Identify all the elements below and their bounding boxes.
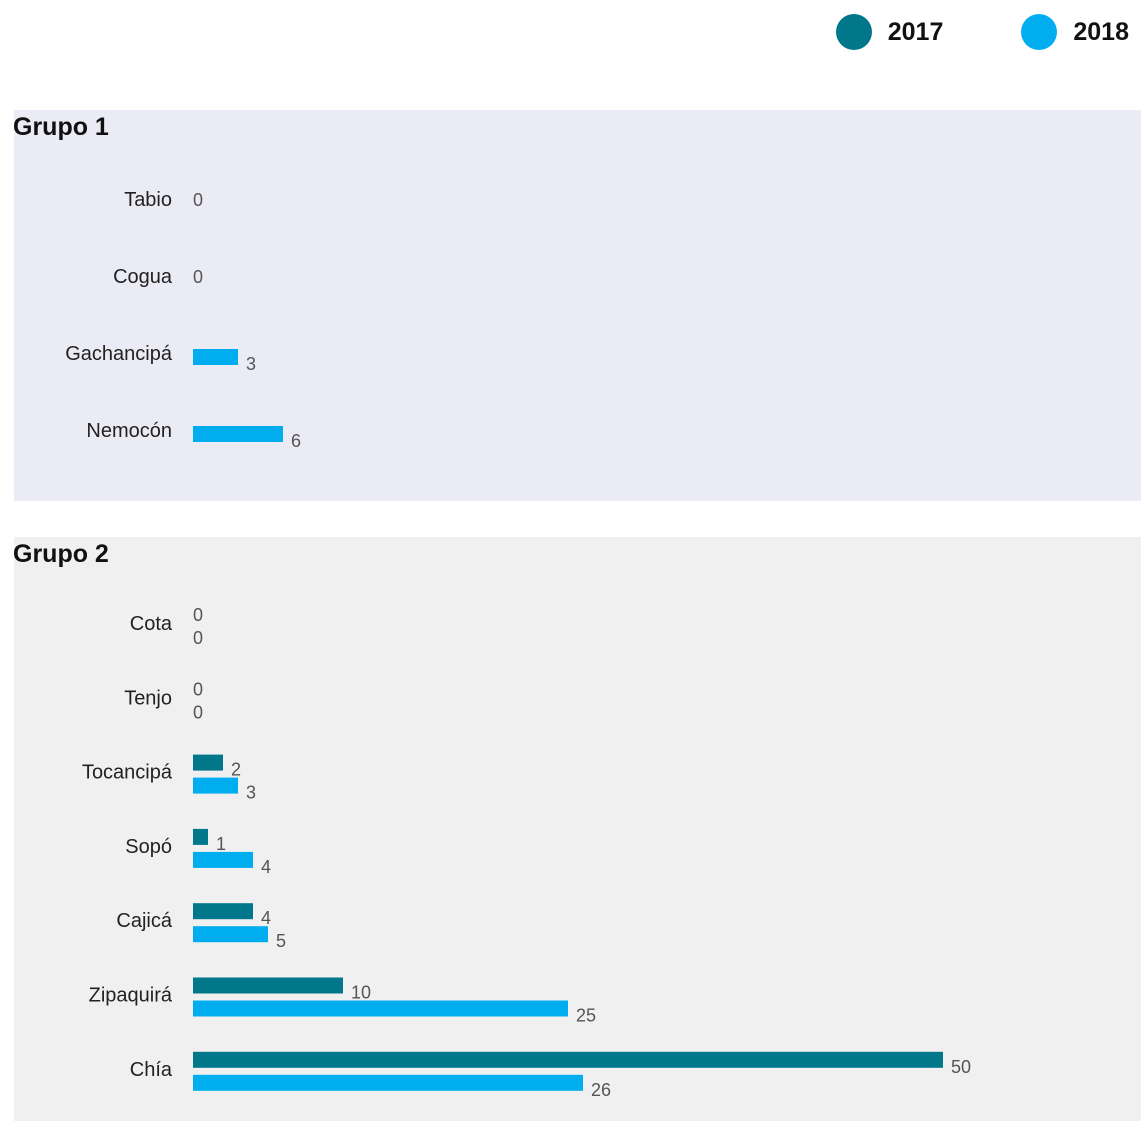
legend-swatch-2018: [1021, 14, 1058, 50]
value-label-2018: 5: [276, 931, 286, 951]
bar-2018-gachancipá[interactable]: [193, 349, 238, 365]
legend: 2017 2018: [758, 14, 1129, 50]
bar-2018-nemocón[interactable]: [193, 426, 283, 442]
value-label-2017: 10: [351, 983, 371, 1003]
bar-2017-tocancipá[interactable]: [193, 754, 223, 771]
value-label-2018: 0: [193, 628, 203, 648]
category-label: Tocancipá: [82, 762, 173, 784]
category-label: Tenjo: [124, 687, 172, 709]
group-2-panel: Grupo 2 Cota 0 0 Tenjo 0 0 Tocancipá 2 3 Sopó 1 4 Ca…: [13, 537, 1141, 1121]
legend-item-2017[interactable]: 2017: [835, 14, 944, 50]
value-label-2017: 2: [231, 760, 241, 780]
value-label-2018: 0: [193, 702, 203, 722]
category-label: Cota: [130, 613, 173, 635]
bar-2018-chía[interactable]: [193, 1074, 583, 1091]
value-label-2018: 3: [246, 354, 256, 374]
value-label-2018: 25: [576, 1006, 596, 1026]
bar-2018-zipaquirá[interactable]: [193, 1000, 568, 1017]
group-1-title: Grupo 1: [13, 113, 109, 141]
category-label: Zipaquirá: [89, 985, 173, 1007]
legend-item-2018[interactable]: 2018: [1021, 14, 1129, 50]
legend-label-2018: 2018: [1073, 17, 1129, 46]
category-label: Cogua: [113, 266, 173, 288]
value-label-2017: 0: [193, 605, 203, 625]
value-label-2017: 50: [951, 1057, 971, 1077]
bar-2017-cajicá[interactable]: [193, 903, 253, 920]
category-label: Nemocón: [86, 420, 172, 442]
legend-swatch-2017: [835, 14, 872, 50]
value-label-2018: 6: [291, 431, 301, 451]
category-label: Cajicá: [116, 910, 172, 932]
bar-2018-tocancipá[interactable]: [193, 777, 238, 794]
group-1-chart: Tabio 0 Cogua 0 Gachancipá 3 Nemocón 6: [65, 189, 301, 451]
category-label: Gachancipá: [65, 343, 173, 365]
category-label: Chía: [130, 1059, 173, 1081]
category-label: Tabio: [124, 189, 172, 211]
group-2-title: Grupo 2: [13, 540, 109, 568]
value-label-2018: 4: [261, 857, 271, 877]
bar-2018-cajicá[interactable]: [193, 926, 268, 943]
value-label-2018: 3: [246, 783, 256, 803]
legend-label-2017: 2017: [887, 17, 944, 46]
value-label-2017: 1: [216, 834, 226, 854]
value-label-2018: 26: [591, 1080, 611, 1100]
group-1-panel: Grupo 1 Tabio 0 Cogua 0 Gachancipá 3 Nemocón 6: [13, 110, 1141, 501]
value-label-2018: 0: [193, 190, 203, 210]
bar-2017-chía[interactable]: [193, 1051, 943, 1068]
value-label-2017: 0: [193, 679, 203, 699]
bar-2017-sopó[interactable]: [193, 828, 208, 845]
value-label-2018: 0: [193, 267, 203, 287]
category-label: Sopó: [125, 836, 172, 858]
value-label-2017: 4: [261, 908, 271, 928]
bar-2018-sopó[interactable]: [193, 851, 253, 868]
bar-2017-zipaquirá[interactable]: [193, 977, 343, 994]
